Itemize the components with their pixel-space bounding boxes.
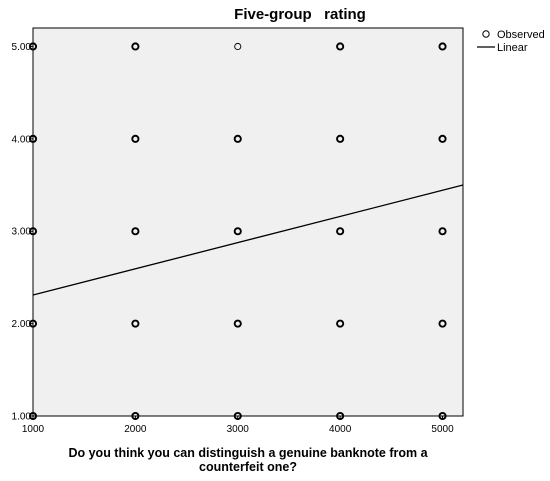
legend-linear-label: Linear xyxy=(497,42,528,54)
observed-point xyxy=(234,42,242,51)
observed-point xyxy=(336,42,345,51)
observed-point xyxy=(336,411,345,421)
legend-observed-label: Observed xyxy=(497,29,545,41)
observed-point xyxy=(233,411,242,421)
observed-point xyxy=(131,134,140,143)
x-tick-label: 4000 xyxy=(329,424,352,435)
observed-point xyxy=(131,42,140,51)
observed-point xyxy=(336,134,345,143)
x-tick-label: 2000 xyxy=(124,424,147,435)
y-tick-label: 1.00 xyxy=(12,412,32,423)
x-tick-label: 5000 xyxy=(431,424,454,435)
observed-point xyxy=(131,319,140,328)
x-axis-label-line-1: Do you think you can distinguish a genui… xyxy=(68,446,428,460)
observed-point xyxy=(438,227,447,236)
chart-title: Five-group rating xyxy=(234,6,366,23)
observed-point xyxy=(28,227,38,236)
observed-point xyxy=(438,319,447,328)
x-axis-label-line-2: counterfeit one? xyxy=(199,460,297,474)
observed-point xyxy=(131,227,140,236)
observed-point xyxy=(438,411,447,421)
observed-point xyxy=(233,134,242,143)
observed-point xyxy=(233,319,242,328)
legend: Observed Linear xyxy=(477,29,545,54)
y-tick-label: 2.00 xyxy=(12,319,32,330)
observed-points xyxy=(28,42,447,421)
observed-point xyxy=(438,134,447,143)
y-tick-label: 4.00 xyxy=(12,134,32,145)
observed-point xyxy=(28,319,38,328)
plot-area xyxy=(32,27,464,417)
observed-point xyxy=(336,319,345,328)
y-tick-label: 5.00 xyxy=(12,42,32,53)
legend-observed-marker xyxy=(482,30,490,38)
observed-point xyxy=(28,134,38,143)
observed-point xyxy=(336,227,345,236)
observed-point xyxy=(438,42,447,51)
x-tick-label: 3000 xyxy=(227,424,250,435)
observed-point xyxy=(131,411,140,421)
x-tick-label: 1000 xyxy=(22,424,45,435)
observed-point xyxy=(233,227,242,236)
observed-point xyxy=(28,411,38,421)
y-tick-label: 3.00 xyxy=(12,227,32,238)
linear-fit-line xyxy=(32,184,464,296)
observed-point xyxy=(28,42,38,51)
